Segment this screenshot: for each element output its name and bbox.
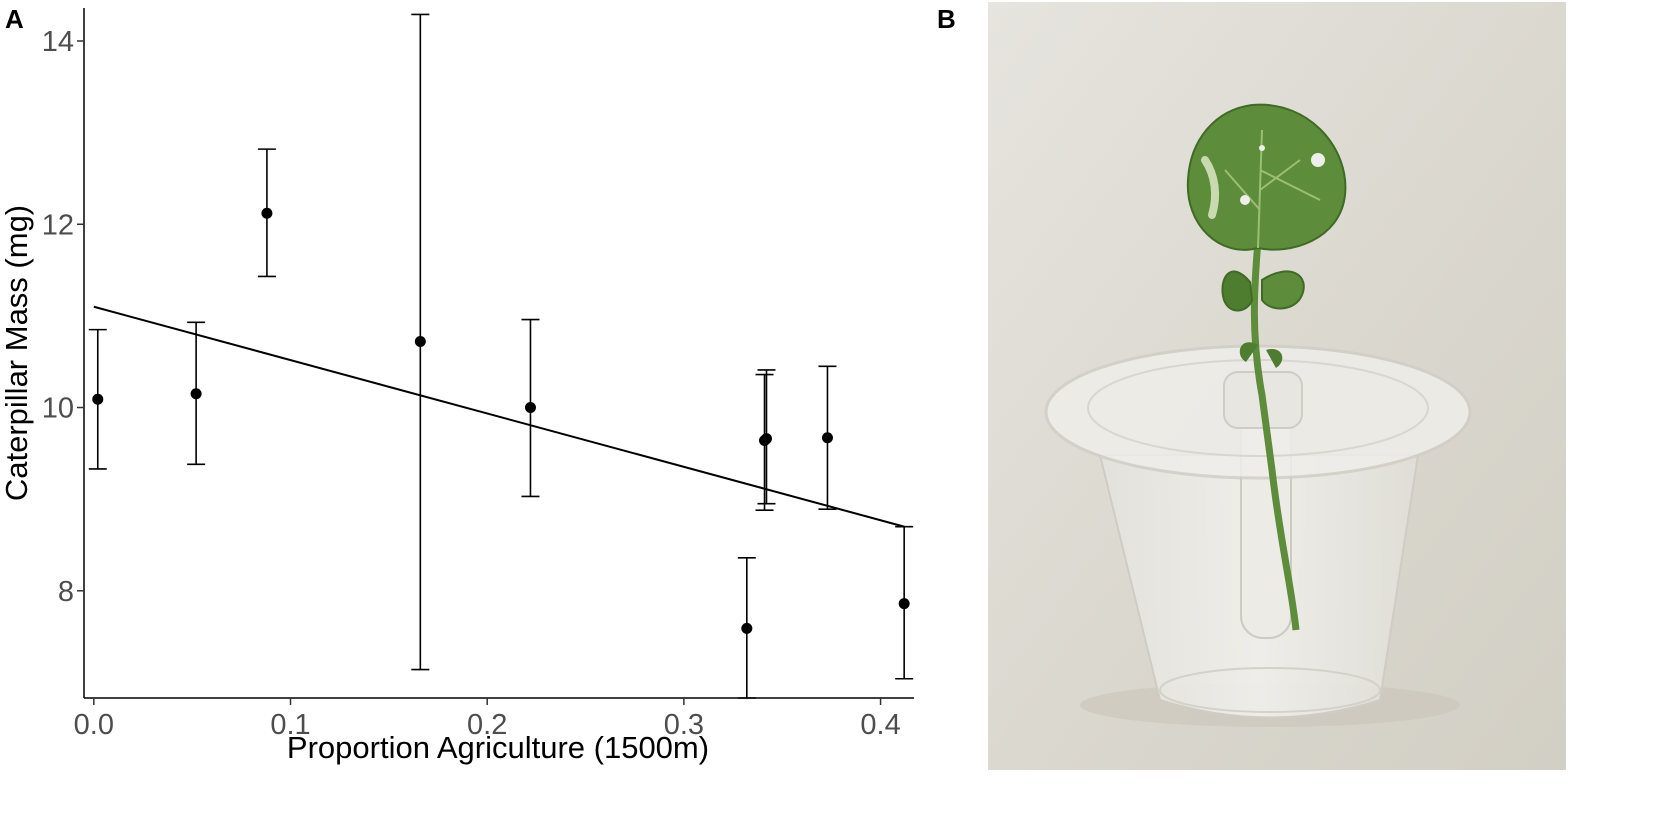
x-tick-label: 0.4 — [860, 709, 900, 741]
plant-cup-photo — [988, 2, 1566, 770]
data-point-group — [257, 148, 276, 278]
y-tick-label: 10 — [42, 393, 74, 425]
data-point-group — [88, 328, 107, 470]
data-point-group — [521, 318, 540, 498]
x-tick-label: 0.1 — [270, 709, 310, 741]
x-tick-label: 0.2 — [467, 709, 507, 741]
leaf-main — [1186, 103, 1347, 251]
x-tick-label: 0.0 — [74, 709, 114, 741]
y-tick-label: 14 — [42, 26, 74, 58]
data-point — [898, 598, 910, 610]
x-axis-title: Proportion Agriculture (1500m) — [287, 730, 709, 765]
data-point — [261, 207, 273, 219]
leaf-small — [1239, 342, 1283, 368]
plant-stem — [1250, 239, 1300, 631]
leaf-hole — [1259, 145, 1265, 151]
panel-b-label: B — [937, 4, 956, 34]
leaf-left — [1221, 270, 1254, 312]
leaf-hole — [1240, 195, 1250, 205]
data-point-group — [895, 525, 914, 680]
data-point — [190, 388, 202, 400]
y-axis-title: Caterpillar Mass (mg) — [0, 205, 34, 501]
leaf-right — [1261, 270, 1305, 310]
leaf-hole — [1311, 153, 1325, 167]
caterpillar — [1201, 156, 1220, 219]
data-point-group — [757, 369, 776, 505]
data-point-group — [187, 321, 206, 466]
data-point — [414, 336, 426, 348]
data-point — [760, 433, 772, 445]
y-axis-ticks: 8 10 12 14 — [42, 26, 84, 608]
cup-base — [1159, 667, 1381, 713]
panel-a-label: A — [5, 4, 24, 34]
scatter-chart: 0.0 0.1 0.2 0.3 0.4 8 10 12 14 Proportion Agric… — [0, 8, 914, 765]
y-tick-label: 8 — [58, 576, 74, 608]
data-point-group — [411, 13, 430, 671]
data-point — [821, 432, 833, 444]
regression-line — [93, 305, 905, 528]
data-point — [524, 402, 536, 414]
data-point — [92, 393, 104, 405]
leaf-veins — [1224, 129, 1321, 249]
data-point-group — [818, 365, 837, 511]
data-point-group — [737, 557, 756, 699]
y-tick-label: 12 — [42, 209, 74, 241]
data-points — [88, 13, 914, 699]
data-point — [741, 622, 753, 634]
x-axis-ticks: 0.0 0.1 0.2 0.3 0.4 — [74, 698, 901, 741]
x-tick-label: 0.3 — [664, 709, 704, 741]
